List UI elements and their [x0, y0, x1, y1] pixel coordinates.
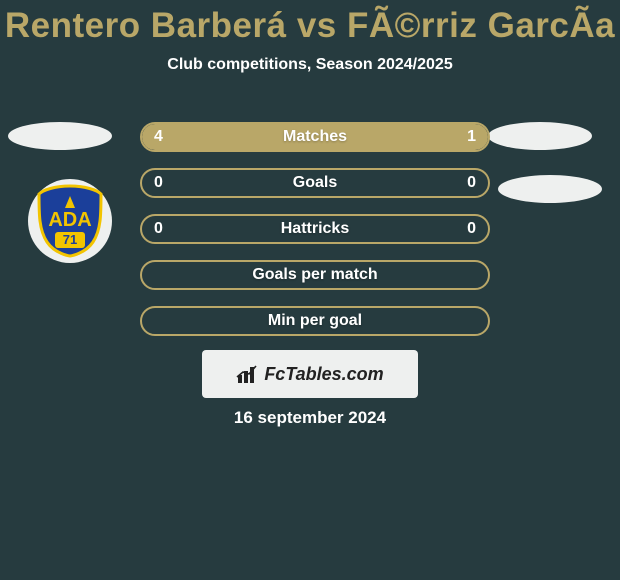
bar-label: Min per goal: [268, 312, 362, 330]
comparison-bars: Matches 4 1 Goals 0 0 Hattricks 0 0 Goals per mat…: [140, 122, 490, 352]
brand-box: FcTables.com: [202, 350, 418, 398]
bar-label: Goals: [293, 174, 337, 192]
bar-label: Hattricks: [281, 220, 349, 238]
player-photo-left-placeholder: [8, 122, 112, 150]
comparison-bar: Matches 4 1: [140, 122, 490, 152]
date-label: 16 september 2024: [0, 408, 620, 428]
bar-value-right: 0: [467, 220, 476, 238]
club-badge-text-bottom: 71: [63, 232, 77, 247]
club-badge-left: ADA 71: [28, 179, 112, 263]
comparison-bar: Goals per match: [140, 260, 490, 290]
bar-value-right: 1: [467, 128, 476, 146]
player-photo-right-placeholder-1: [488, 122, 592, 150]
bar-value-left: 0: [154, 220, 163, 238]
player-photo-right-placeholder-2: [498, 175, 602, 203]
bar-value-left: 0: [154, 174, 163, 192]
comparison-bar: Min per goal: [140, 306, 490, 336]
subtitle: Club competitions, Season 2024/2025: [0, 56, 620, 74]
comparison-bar: Goals 0 0: [140, 168, 490, 198]
brand-text: FcTables.com: [264, 364, 383, 385]
bar-value-right: 0: [467, 174, 476, 192]
bar-value-left: 4: [154, 128, 163, 146]
bar-label: Matches: [283, 128, 347, 146]
bar-fill-right: [419, 124, 488, 150]
club-badge-text-top: ADA: [48, 209, 91, 231]
bar-label: Goals per match: [252, 266, 377, 284]
comparison-bar: Hattricks 0 0: [140, 214, 490, 244]
club-badge-left-svg: ADA 71: [35, 184, 105, 258]
bar-chart-icon: [236, 363, 258, 385]
bar-fill-left: [142, 124, 419, 150]
page-title: Rentero Barberá vs FÃ©rriz GarcÃ­a: [0, 0, 620, 46]
